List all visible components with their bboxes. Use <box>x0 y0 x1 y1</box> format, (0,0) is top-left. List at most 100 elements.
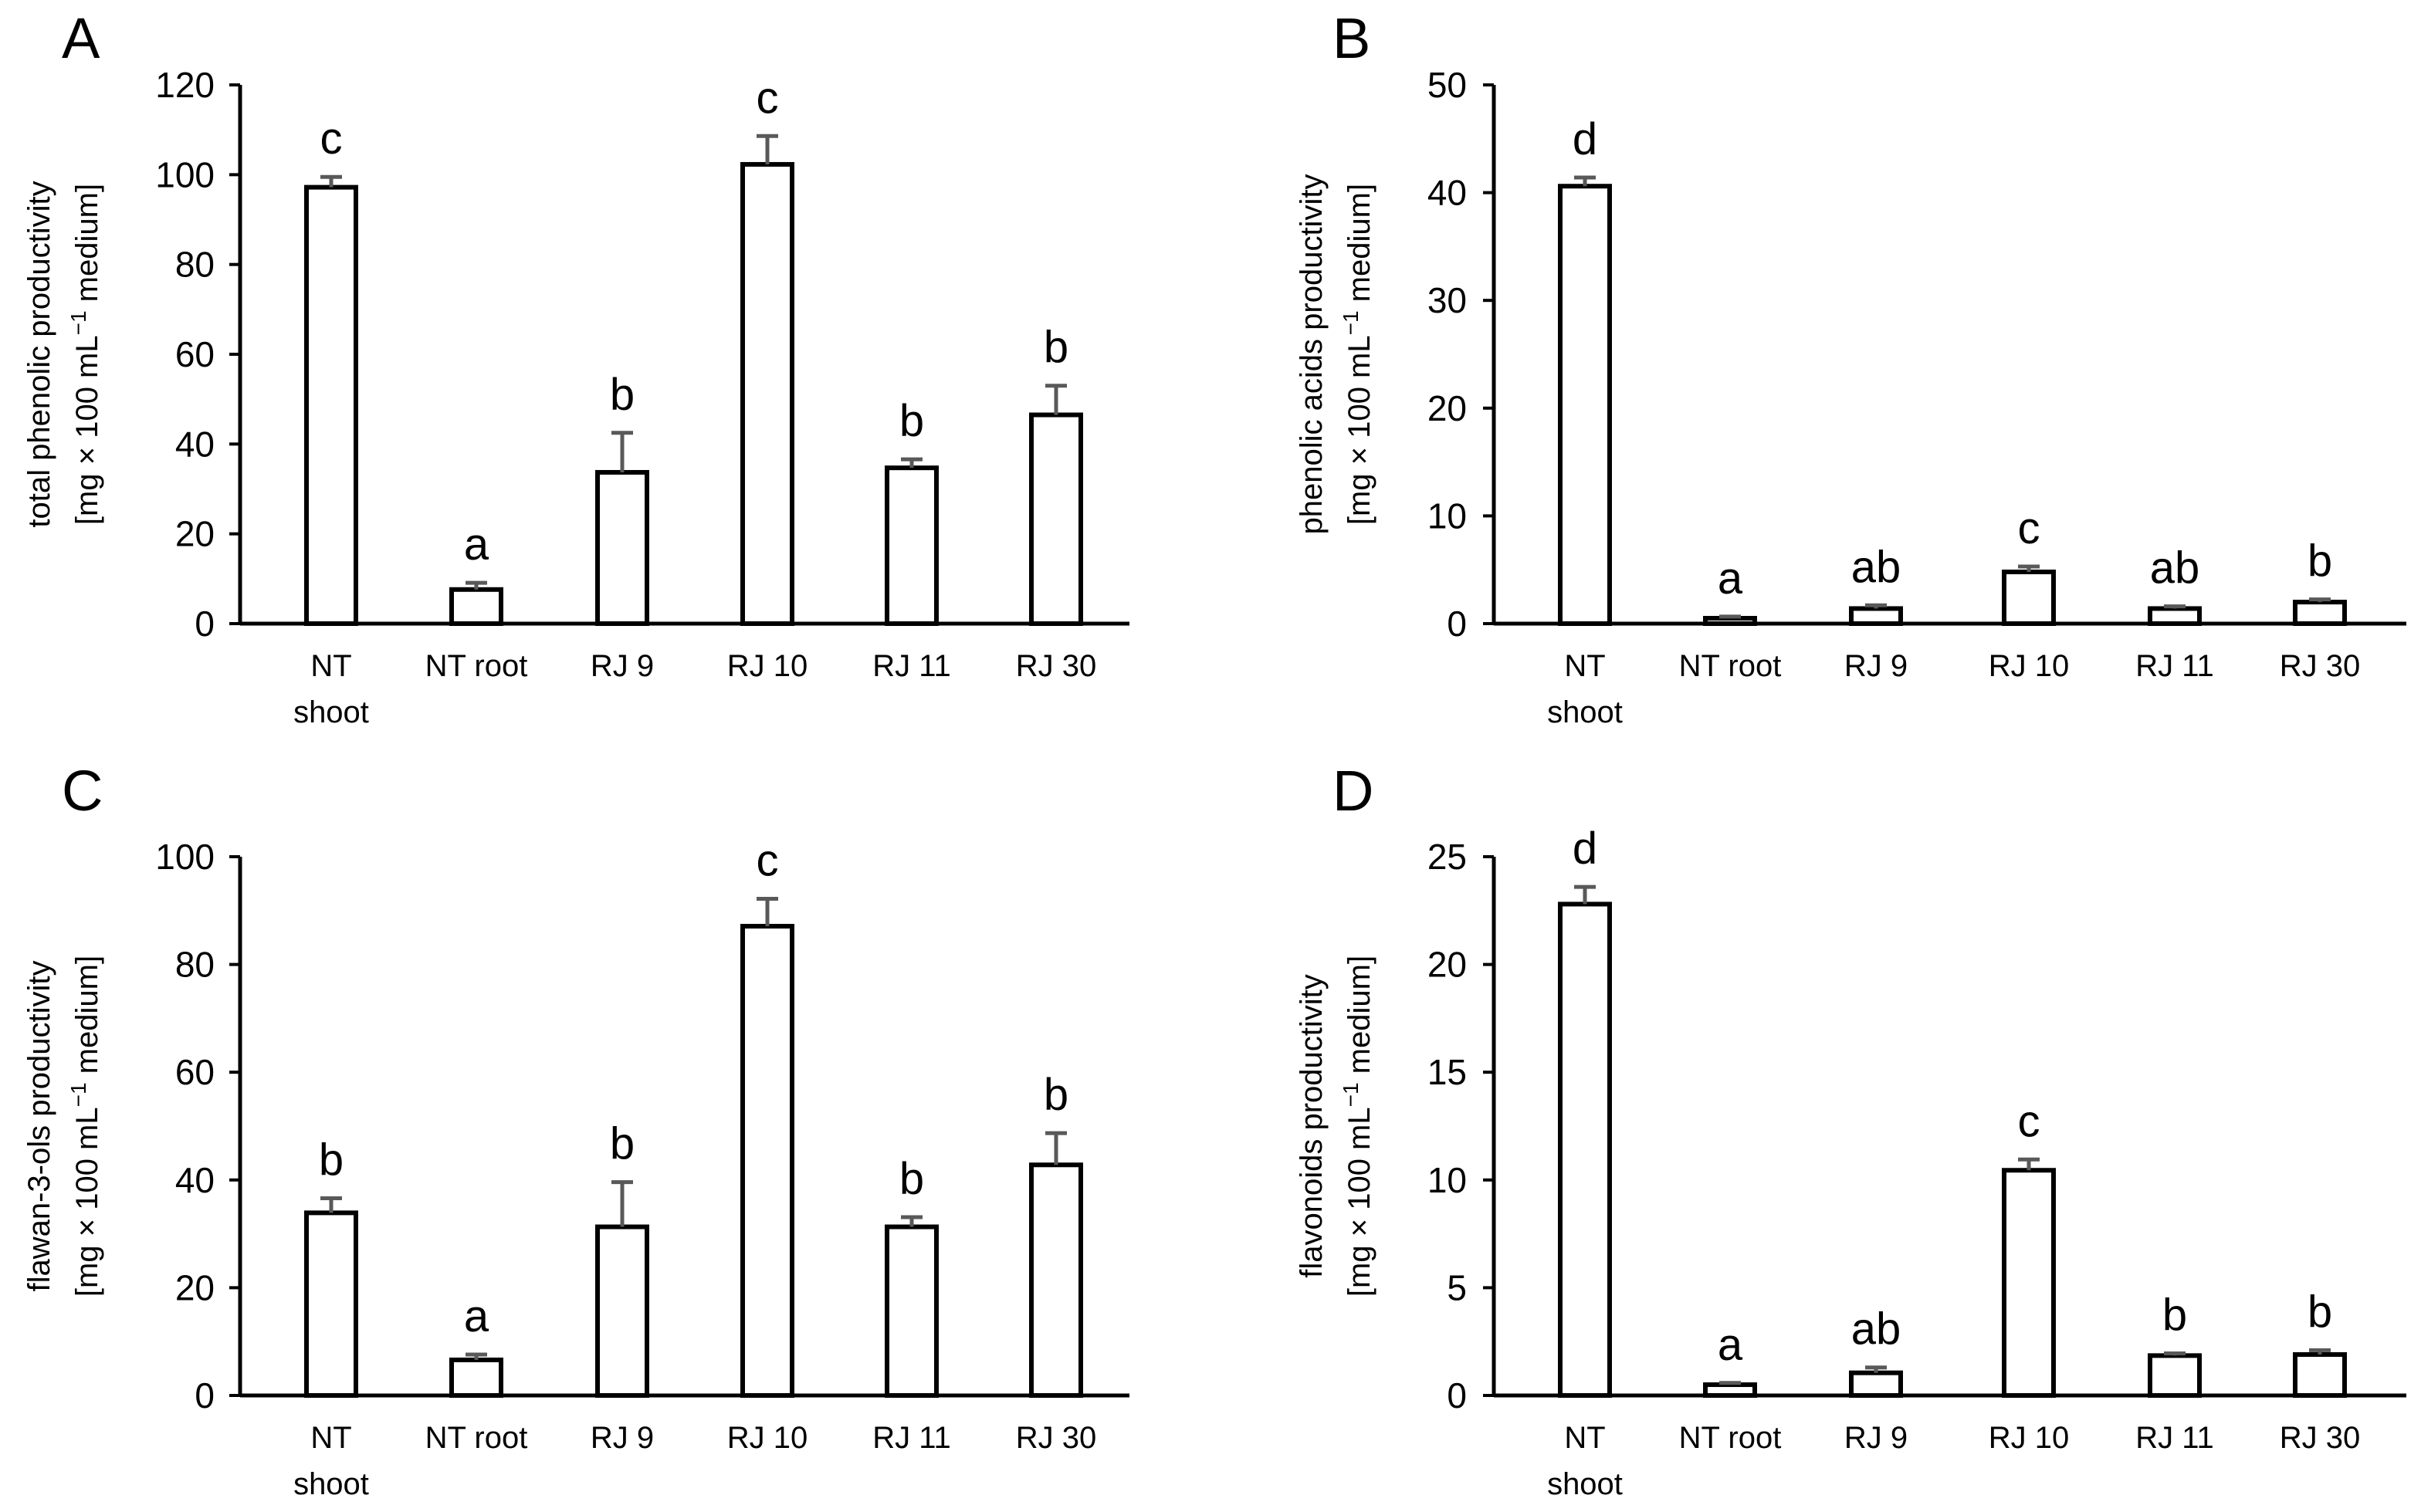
significance-letter: c <box>2018 1096 2040 1146</box>
bar-3 <box>595 469 649 626</box>
y-tick-label: 20 <box>175 1267 215 1307</box>
x-tick-label: NT root <box>425 1421 528 1455</box>
x-tick-label: NT <box>1564 1421 1605 1455</box>
y-tick-label: 25 <box>1427 837 1467 877</box>
significance-letter: b <box>610 370 635 420</box>
significance-letter: a <box>1718 1320 1743 1370</box>
bar-5 <box>2148 606 2202 626</box>
x-tick-label: NT <box>310 1421 351 1455</box>
bar-6 <box>2293 600 2347 627</box>
y-tick-label: 60 <box>175 1052 215 1092</box>
significance-letter: b <box>899 1154 924 1204</box>
y-tick-label: 40 <box>175 424 215 464</box>
y-tick-label: 40 <box>175 1160 215 1200</box>
y-tick-label: 100 <box>155 154 215 194</box>
bar-4 <box>2002 569 2056 627</box>
x-tick-label: RJ 30 <box>1016 1421 1097 1455</box>
significance-letter: ab <box>1851 542 1901 592</box>
bar-1 <box>304 1210 358 1399</box>
y-tick-label: 0 <box>195 1375 215 1416</box>
y-tick-label: 120 <box>155 65 215 105</box>
bar-5 <box>2148 1353 2202 1399</box>
x-tick-label: RJ 10 <box>727 1421 808 1455</box>
y-axis-label-line1: flawan-3-ols productivity <box>22 960 56 1291</box>
significance-letter: c <box>2018 503 2040 553</box>
significance-letter: b <box>319 1135 344 1186</box>
x-tick-label: RJ 9 <box>1844 649 1908 683</box>
x-tick-label: RJ 30 <box>2280 1421 2361 1455</box>
x-tick-label: RJ 30 <box>2280 649 2361 683</box>
y-axis-label-line2: [mg × 100 mL−1 medium] <box>66 184 105 525</box>
y-tick-label: 50 <box>1427 65 1467 105</box>
panel-letter: C <box>62 759 103 823</box>
x-tick-label-line2: shoot <box>293 1467 369 1501</box>
bar-3 <box>1849 1370 1903 1398</box>
bar-4 <box>740 924 794 1398</box>
y-tick-label: 80 <box>175 945 215 985</box>
y-tick-label: 100 <box>155 837 215 877</box>
bar-5 <box>885 1224 939 1398</box>
bar-4 <box>740 161 794 626</box>
y-tick-label: 30 <box>1427 280 1467 320</box>
x-tick-label-line2: shoot <box>1547 695 1623 729</box>
significance-letter: ab <box>1851 1304 1901 1355</box>
x-tick-label: NT root <box>1679 649 1782 683</box>
bar-1 <box>304 184 358 626</box>
bar-6 <box>2293 1351 2347 1399</box>
bar-5 <box>885 465 939 627</box>
panel-letter: A <box>62 6 100 70</box>
y-tick-label: 20 <box>1427 388 1467 428</box>
x-tick-label: RJ 11 <box>2135 1421 2214 1455</box>
x-tick-label: RJ 11 <box>872 1421 951 1455</box>
bar-6 <box>1029 1162 1083 1398</box>
y-tick-label: 60 <box>175 334 215 374</box>
x-tick-label: RJ 10 <box>1989 1421 2070 1455</box>
bar-2 <box>1703 1382 1757 1399</box>
bar-3 <box>1849 606 1903 626</box>
panel-letter: B <box>1332 6 1370 70</box>
significance-letter: ab <box>2150 543 2200 594</box>
significance-letter: c <box>320 113 343 164</box>
x-tick-label: NT <box>310 649 351 683</box>
y-axis-label-line2: [mg × 100 mL−1 medium] <box>1339 956 1377 1297</box>
y-tick-label: 0 <box>1447 1375 1467 1416</box>
y-axis-label-line2: [mg × 100 mL−1 medium] <box>1339 184 1377 525</box>
y-axis-label-line1: flavonoids productivity <box>1295 974 1329 1278</box>
y-tick-label: 10 <box>1427 496 1467 536</box>
bar-6 <box>1029 412 1083 627</box>
x-tick-label: NT root <box>1679 1421 1782 1455</box>
x-tick-label: RJ 30 <box>1016 649 1097 683</box>
y-tick-label: 40 <box>1427 173 1467 213</box>
x-tick-label: RJ 10 <box>727 649 808 683</box>
y-tick-label: 80 <box>175 245 215 285</box>
y-tick-label: 5 <box>1447 1267 1467 1307</box>
y-tick-label: 0 <box>195 604 215 644</box>
panel-letter: D <box>1332 759 1373 823</box>
y-axis-label-line1: total phenolic productivity <box>22 181 56 527</box>
bar-1 <box>1558 901 1612 1398</box>
x-tick-label-line2: shoot <box>293 695 369 729</box>
y-tick-label: 10 <box>1427 1160 1467 1200</box>
x-tick-label: RJ 9 <box>591 1421 654 1455</box>
x-tick-label: RJ 11 <box>872 649 951 683</box>
bar-2 <box>1703 616 1757 627</box>
y-tick-label: 20 <box>175 514 215 554</box>
significance-letter: b <box>2162 1290 2187 1341</box>
x-tick-label: RJ 9 <box>591 649 654 683</box>
significance-letter: d <box>1573 824 1597 874</box>
x-tick-label: NT root <box>425 649 528 683</box>
bar-2 <box>449 587 503 626</box>
y-tick-label: 0 <box>1447 604 1467 644</box>
significance-letter: b <box>2308 536 2332 587</box>
bar-1 <box>1558 184 1612 626</box>
bar-4 <box>2002 1168 2056 1398</box>
significance-letter: b <box>1044 1070 1068 1120</box>
significance-letter: c <box>757 73 779 123</box>
x-tick-label: RJ 11 <box>2135 649 2214 683</box>
bar-3 <box>595 1224 649 1398</box>
